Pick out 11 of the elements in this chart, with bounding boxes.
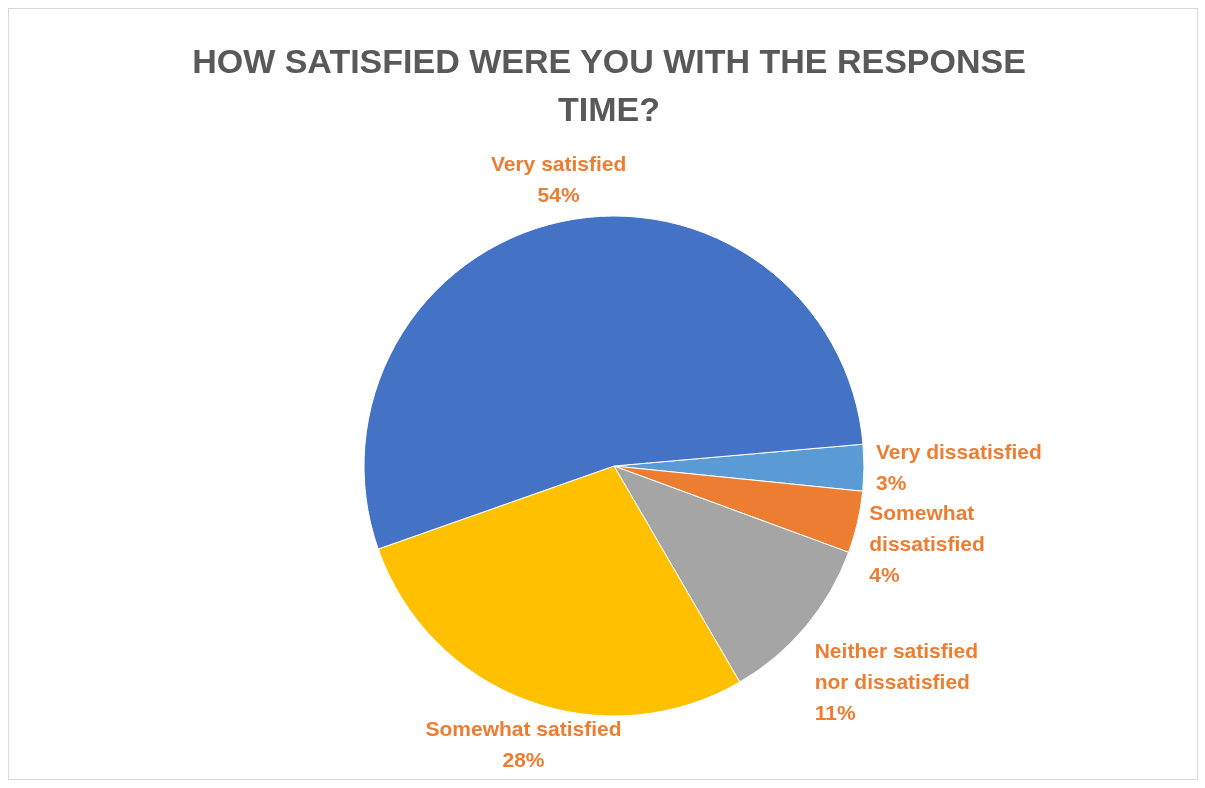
slice-label: Very dissatisfied — [875, 440, 1042, 464]
data-label: 54% — [537, 182, 580, 206]
data-label: 4% — [869, 562, 900, 586]
slice-label: Very satisfied — [490, 151, 627, 175]
data-label: 3% — [875, 471, 907, 495]
data-label: 28% — [502, 747, 545, 771]
slice-label: Somewhat satisfied — [425, 716, 622, 740]
slice-label: Somewhat dissatisfied — [869, 500, 985, 555]
chart-title: HOW SATISFIED WERE YOU WITH THE RESPONSE TIME? — [191, 41, 1027, 130]
slice-label: Neither satisfied nor dissatisfied — [814, 639, 979, 694]
data-label: 11% — [814, 701, 856, 725]
